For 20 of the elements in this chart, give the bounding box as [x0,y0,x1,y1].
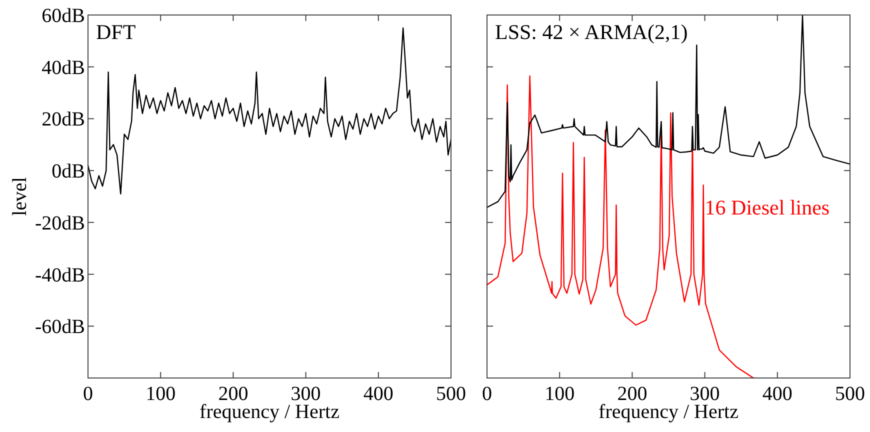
chart-title: LSS: 42 × ARMA(2,1) [495,20,688,44]
x-tick-label: 0 [83,383,93,405]
x-tick-label: 500 [835,383,865,405]
y-tick-label: 0dB [52,160,85,183]
y-tick-label: -40dB [35,264,85,286]
y-tick-label: -20dB [35,212,85,234]
y-tick-label: 60dB [42,5,85,27]
x-tick-label: 500 [436,383,466,405]
y-tick-label: 40dB [42,56,85,79]
x-tick-label: 400 [363,383,394,405]
y-tick-label: -60dB [35,316,85,338]
x-tick-label: 400 [762,383,792,405]
y-axis-title: level [9,176,31,216]
x-tick-label: 0 [482,383,492,405]
line-series [87,27,452,195]
x-tick-label: 100 [544,383,575,405]
chart-title: DFT [96,20,136,44]
x-tick-label: 100 [146,383,176,405]
series-label: 16 Diesel lines [704,196,830,220]
y-tick-label: 20dB [42,108,85,131]
